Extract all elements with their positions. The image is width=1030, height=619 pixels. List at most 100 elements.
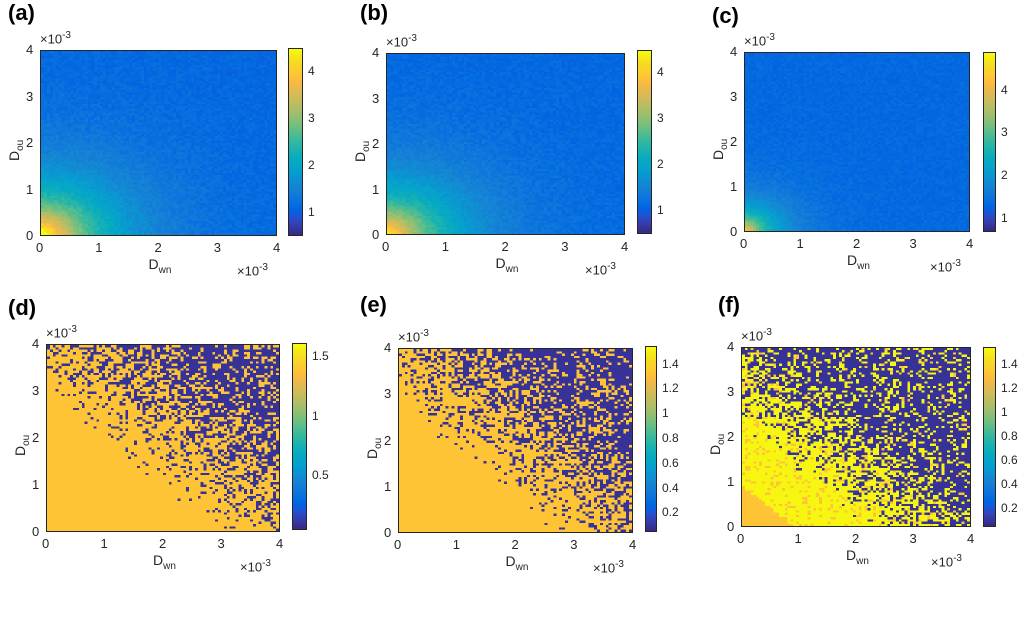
y-tick-label: 4 — [32, 336, 40, 351]
y-tick-label: 4 — [26, 42, 34, 57]
x-tick-label: 1 — [452, 537, 460, 552]
colorbar-tick-label: 0.6 — [1001, 453, 1018, 467]
x-tick-label: 3 — [213, 240, 221, 255]
y-axis-label-sub: ou — [715, 433, 727, 445]
x-axis-label-sub: wn — [158, 264, 172, 276]
colorbar — [983, 52, 996, 232]
x-exponent-power: -3 — [259, 262, 268, 273]
colorbar — [983, 347, 996, 527]
colorbar-tick-label: 1.4 — [1001, 357, 1018, 371]
y-exponent-power: -3 — [763, 327, 772, 338]
y-tick-label: 2 — [727, 429, 735, 444]
x-axis-label-sub: wn — [505, 263, 519, 275]
x-tick-label: 1 — [100, 536, 108, 551]
x-exponent-power: -3 — [952, 258, 961, 269]
y-tick-label: 0 — [730, 224, 738, 239]
y-exponent-power: -3 — [68, 324, 77, 335]
heatmap-plot — [744, 52, 970, 232]
y-tick-label: 1 — [26, 181, 34, 197]
x-axis-label: Dwn — [149, 256, 172, 276]
x-exponent-base: ×10 — [931, 554, 954, 570]
colorbar-tick-label: 1.4 — [662, 356, 679, 371]
x-exponent-base: ×10 — [930, 259, 953, 275]
y-tick-label: 0 — [32, 524, 40, 539]
colorbar-tick-label: 1.2 — [1001, 381, 1018, 395]
y-axis-label-base: D — [710, 149, 726, 160]
x-tick-label: 4 — [273, 240, 281, 255]
colorbar-tick-label: 1 — [662, 406, 669, 421]
y-tick-label: 1 — [32, 477, 40, 492]
colorbar-tick-label: 2 — [1001, 168, 1008, 183]
y-exponent-base: ×10 — [741, 328, 764, 344]
y-tick-label: 0 — [26, 228, 34, 243]
y-axis-label-sub: ou — [718, 138, 730, 150]
colorbar — [288, 48, 303, 236]
x-axis-label-sub: wn — [857, 260, 870, 272]
colorbar-tick-label: 1.2 — [662, 381, 679, 396]
y-exponent-power: -3 — [420, 328, 429, 339]
y-tick-label: 2 — [32, 430, 40, 445]
x-tick-label: 1 — [95, 240, 103, 255]
colorbar-tick-label: 4 — [308, 63, 315, 78]
x-exponent-power: -3 — [953, 553, 962, 564]
x-tick-label: 2 — [853, 236, 861, 251]
colorbar-tick-label: 1.5 — [312, 349, 329, 364]
x-exponent-power: -3 — [607, 261, 616, 272]
y-axis-label-sub: ou — [14, 139, 26, 151]
x-tick-label: 1 — [796, 236, 804, 251]
panel-label: (e) — [360, 292, 387, 317]
colorbar-tick-label: 0.4 — [662, 480, 679, 495]
colorbar — [637, 50, 652, 234]
y-tick-label: 3 — [26, 88, 34, 104]
heatmap-plot — [40, 50, 277, 236]
x-exponent-power: -3 — [615, 559, 624, 570]
x-axis-label-base: D — [148, 256, 159, 272]
x-tick-label: 3 — [217, 536, 225, 551]
x-tick-label: 2 — [511, 537, 519, 552]
colorbar-tick-label: 0.5 — [312, 468, 329, 483]
x-tick-label: 4 — [621, 239, 629, 254]
panel-label: (c) — [712, 3, 739, 28]
x-axis-label-sub: wn — [856, 555, 869, 567]
y-exponent-power: -3 — [766, 32, 775, 43]
x-axis-label: Dwn — [846, 547, 869, 567]
x-tick-label: 4 — [629, 537, 637, 552]
y-axis-label-sub: ou — [372, 437, 384, 449]
x-exponent-base: ×10 — [585, 262, 608, 278]
y-axis-label-base: D — [364, 448, 380, 459]
y-exponent-label: ×10-3 — [741, 327, 772, 343]
y-axis-label-sub: ou — [360, 140, 372, 152]
y-axis-label: Dou — [707, 434, 727, 455]
panel-label: (b) — [360, 0, 389, 25]
y-tick-label: 1 — [384, 478, 392, 494]
panel-label: (f) — [718, 292, 740, 317]
y-exponent-base: ×10 — [386, 34, 409, 50]
y-tick-label: 0 — [727, 519, 735, 534]
x-tick-label: 0 — [394, 537, 402, 552]
y-axis-label: Dou — [6, 140, 26, 161]
y-tick-label: 2 — [372, 136, 380, 151]
panel-label: (d) — [8, 295, 37, 320]
y-tick-label: 2 — [384, 432, 392, 448]
y-exponent-label: ×10-3 — [40, 30, 71, 46]
x-exponent-base: ×10 — [593, 560, 616, 576]
x-tick-label: 3 — [570, 537, 578, 552]
colorbar-tick-label: 0.8 — [662, 431, 679, 445]
y-exponent-power: -3 — [408, 33, 417, 44]
x-axis-label: Dwn — [506, 553, 529, 573]
y-axis-label: Dou — [364, 437, 384, 458]
y-tick-label: 4 — [372, 45, 380, 60]
colorbar-tick-label: 3 — [308, 110, 315, 125]
x-exponent-label: ×10-3 — [585, 261, 616, 277]
x-axis-label: Dwn — [847, 252, 870, 272]
colorbar — [292, 343, 307, 530]
colorbar-tick-label: 2 — [657, 157, 664, 171]
heatmap-plot — [386, 53, 625, 235]
y-axis-label-base: D — [352, 151, 368, 162]
y-exponent-power: -3 — [62, 30, 71, 41]
x-tick-label: 0 — [737, 531, 745, 546]
y-axis-label: Dou — [12, 435, 32, 456]
y-exponent-base: ×10 — [40, 31, 63, 47]
y-exponent-label: ×10-3 — [46, 324, 77, 340]
y-axis-label: Dou — [352, 141, 372, 162]
